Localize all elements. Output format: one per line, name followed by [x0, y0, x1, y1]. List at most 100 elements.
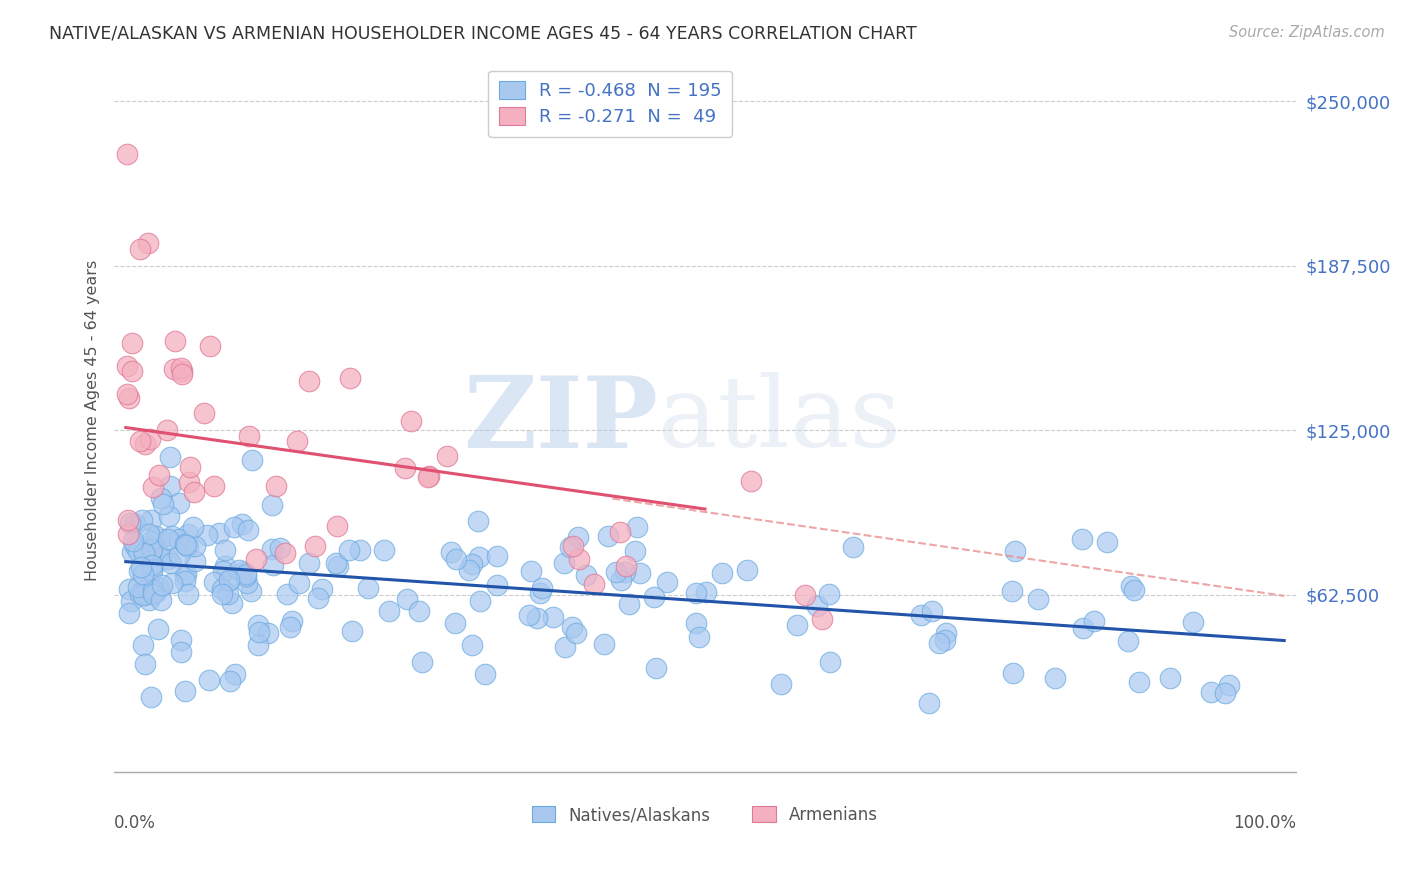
Point [657, 575, 679, 590]
Point [117, 582, 139, 596]
Point [326, 519, 349, 533]
Point [1121, 579, 1143, 593]
Point [167, 549, 190, 563]
Point [531, 581, 554, 595]
Point [132, 546, 155, 560]
Point [710, 566, 733, 580]
Point [217, 586, 239, 600]
Point [240, 453, 263, 467]
Point [124, 517, 146, 532]
Point [740, 474, 762, 488]
Point [121, 364, 143, 378]
Point [132, 638, 155, 652]
Point [134, 588, 156, 602]
Point [115, 359, 138, 373]
Point [121, 545, 143, 559]
Point [418, 470, 440, 484]
Point [121, 335, 143, 350]
Point [605, 565, 627, 579]
Point [1123, 583, 1146, 598]
Point [122, 534, 145, 549]
Point [574, 568, 596, 582]
Point [139, 690, 162, 704]
Point [146, 622, 169, 636]
Point [281, 614, 304, 628]
Point [411, 655, 433, 669]
Point [553, 556, 575, 570]
Point [485, 578, 508, 592]
Point [626, 520, 648, 534]
Point [1001, 584, 1024, 599]
Point [142, 480, 165, 494]
Point [174, 537, 197, 551]
Point [444, 552, 467, 566]
Point [644, 661, 666, 675]
Point [232, 565, 254, 579]
Point [156, 423, 179, 437]
Point [118, 392, 141, 406]
Point [307, 591, 329, 605]
Point [170, 361, 193, 376]
Point [184, 554, 207, 568]
Point [1199, 685, 1222, 699]
Point [247, 638, 270, 652]
Point [486, 549, 509, 563]
Point [174, 574, 197, 589]
Point [134, 437, 156, 451]
Point [842, 540, 865, 554]
Point [174, 566, 197, 581]
Point [141, 562, 163, 576]
Point [517, 608, 540, 623]
Text: Source: ZipAtlas.com: Source: ZipAtlas.com [1229, 25, 1385, 40]
Point [174, 536, 197, 550]
Point [561, 540, 583, 554]
Point [146, 546, 169, 560]
Point [183, 520, 205, 534]
Point [141, 513, 163, 527]
Point [1083, 614, 1105, 628]
Point [245, 551, 267, 566]
Point [145, 529, 167, 543]
Text: 100.0%: 100.0% [1233, 814, 1296, 832]
Point [148, 581, 170, 595]
Point [142, 587, 165, 601]
Point [170, 632, 193, 647]
Point [157, 552, 180, 566]
Point [162, 528, 184, 542]
Point [276, 587, 298, 601]
Point [141, 558, 163, 572]
Point [249, 625, 271, 640]
Point [378, 604, 401, 618]
Point [211, 582, 233, 596]
Point [593, 637, 616, 651]
Point [910, 608, 932, 623]
Point [609, 524, 631, 539]
Point [735, 563, 758, 577]
Point [373, 543, 395, 558]
Point [167, 496, 190, 510]
Point [325, 556, 347, 570]
Point [117, 606, 139, 620]
Point [596, 529, 619, 543]
Point [458, 563, 481, 577]
Point [561, 620, 583, 634]
Point [141, 541, 163, 556]
Point [285, 434, 308, 449]
Point [218, 574, 240, 588]
Point [141, 581, 163, 595]
Point [211, 564, 233, 578]
Point [399, 414, 422, 428]
Point [1095, 535, 1118, 549]
Point [172, 364, 194, 378]
Text: atlas: atlas [658, 372, 900, 468]
Point [127, 580, 149, 594]
Point [695, 585, 717, 599]
Point [247, 618, 270, 632]
Point [311, 582, 333, 596]
Point [159, 479, 181, 493]
Point [262, 558, 284, 573]
Point [170, 644, 193, 658]
Point [935, 625, 957, 640]
Point [256, 626, 278, 640]
Point [214, 543, 236, 558]
